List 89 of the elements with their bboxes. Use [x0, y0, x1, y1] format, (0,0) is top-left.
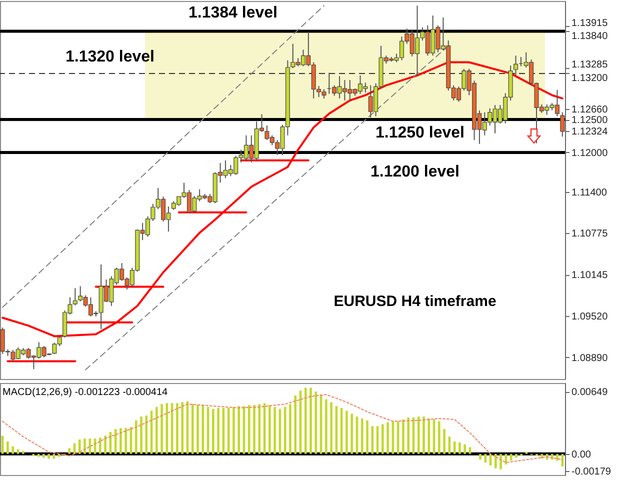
ref-line-label: 1.1320 level [66, 48, 154, 66]
candlestick [514, 55, 518, 76]
bar [402, 419, 404, 454]
bar [68, 448, 70, 454]
ref-line-label: 1.1250 level [376, 124, 464, 142]
bar [422, 416, 425, 454]
bar [407, 418, 410, 454]
bar [428, 418, 430, 454]
y-tick-label: 1.12660 [572, 104, 608, 116]
y-tick-label: 1.11400 [572, 187, 608, 198]
bar [160, 404, 163, 454]
bar [217, 408, 220, 454]
bar [258, 404, 261, 454]
bar [360, 418, 364, 454]
bar [479, 454, 482, 460]
y-tick-label: 1.08890 [572, 352, 608, 364]
bar [464, 444, 466, 454]
bar [386, 422, 389, 454]
ref-line-label: 1.1200 level [370, 163, 460, 180]
bar [556, 454, 558, 461]
bar [202, 405, 204, 454]
bar [515, 454, 518, 458]
bar [438, 421, 440, 454]
bar [346, 410, 348, 454]
candlestick [72, 288, 78, 306]
bar [371, 426, 374, 454]
y-tick-label: 1.09520 [572, 311, 608, 322]
bar [42, 454, 45, 458]
bar [468, 447, 472, 454]
bar [191, 404, 194, 454]
bar [458, 442, 461, 454]
bar [176, 403, 178, 454]
bar [248, 405, 250, 454]
bar [212, 408, 214, 454]
ref-line-label: 1.1384 level [188, 4, 278, 22]
bar [310, 388, 312, 454]
bar [294, 395, 296, 454]
bar [232, 406, 235, 454]
bar [443, 429, 446, 454]
y-tick-label: -0.00179 [572, 466, 612, 478]
bar [304, 388, 307, 454]
bar [84, 438, 86, 454]
bar [6, 441, 9, 454]
bar [274, 406, 276, 454]
bar [366, 420, 368, 454]
line-series [2, 61, 564, 338]
y-tick-label: 1.13915 [572, 18, 608, 29]
bar [140, 416, 142, 454]
y-tick-label: 0.00 [572, 449, 592, 460]
bar [181, 402, 184, 454]
y-tick-label: 1.12324 [572, 126, 608, 138]
bar [134, 420, 138, 454]
bar [145, 416, 148, 454]
bar [330, 402, 332, 454]
bar [104, 436, 106, 454]
annotation: EURUSD H4 timeframe [334, 293, 496, 310]
bar [238, 406, 240, 454]
bar [48, 454, 50, 459]
bar [12, 446, 14, 454]
bar [484, 454, 487, 463]
chart-title: MACD(12,26,9) -0.001223 -0.000414 [2, 387, 168, 398]
y-tick-label: 1.12000 [572, 148, 608, 159]
bar [325, 399, 328, 454]
bar [22, 451, 24, 454]
bar [350, 414, 353, 454]
bar [99, 438, 102, 454]
bar [494, 454, 497, 468]
y-tick-label: 1.10775 [572, 228, 608, 240]
bar [78, 440, 81, 454]
bar [382, 424, 384, 454]
y-tick-label: 1.13840 [572, 30, 608, 42]
bar [500, 454, 502, 470]
bar [417, 416, 420, 454]
y-tick-label: 1.12500 [572, 115, 608, 126]
bar [253, 405, 256, 454]
bar [88, 438, 92, 454]
y-tick-label: 1.13285 [572, 59, 608, 70]
candlestick [560, 112, 565, 138]
bar [156, 406, 158, 454]
bar [268, 405, 271, 454]
y-tick-label: 0.00649 [572, 387, 608, 398]
bar [120, 428, 122, 454]
bar [289, 404, 292, 454]
bar [124, 428, 127, 454]
bar [314, 392, 318, 454]
bar [196, 405, 199, 454]
y-tick-label: 1.10145 [572, 270, 608, 282]
y-tick-label: 1.13200 [572, 72, 608, 84]
bar [16, 449, 20, 454]
